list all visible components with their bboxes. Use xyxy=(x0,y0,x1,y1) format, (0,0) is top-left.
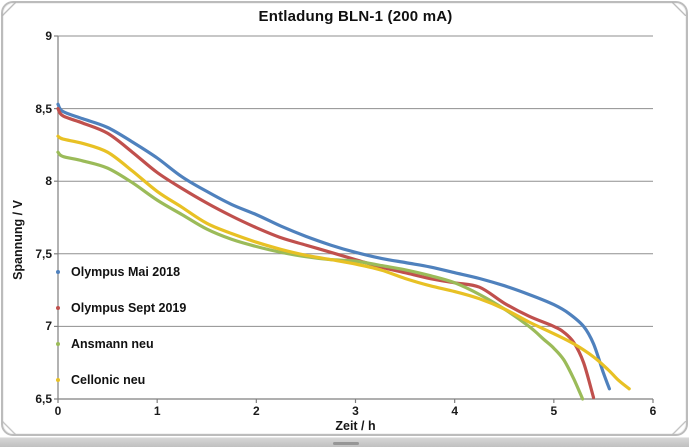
worksheet-bottom-strip xyxy=(0,437,689,447)
scrollbar-mark xyxy=(333,442,359,445)
y-tick-label: 8 xyxy=(45,174,52,189)
legend-label: Cellonic neu xyxy=(71,373,146,387)
legend-marker-icon xyxy=(56,306,60,310)
y-tick-label: 6,5 xyxy=(35,392,52,406)
legend-label: Ansmann neu xyxy=(71,337,154,351)
chart-legend: Olympus Mai 2018 Olympus Sept 2019 Ansmann… xyxy=(56,263,186,407)
chart-title: Entladung BLN-1 (200 mA) xyxy=(258,8,453,25)
x-tick-label: 0 xyxy=(54,404,62,418)
y-tick-label: 7 xyxy=(45,319,52,334)
legend-item[interactable]: Olympus Mai 2018 xyxy=(56,263,186,281)
legend-label: Olympus Sept 2019 xyxy=(71,301,187,315)
x-axis-title: Zeit / h xyxy=(335,419,376,433)
y-tick-label: 9 xyxy=(45,29,52,43)
x-tick-label: 4 xyxy=(451,404,458,418)
legend-item[interactable]: Olympus Sept 2019 xyxy=(56,299,186,317)
legend-marker-icon xyxy=(56,378,60,382)
y-axis-title: Spannung / V xyxy=(11,200,25,280)
x-tick-label: 3 xyxy=(352,404,359,418)
legend-marker-icon xyxy=(56,270,60,274)
legend-item[interactable]: Cellonic neu xyxy=(56,371,186,389)
x-tick-label: 5 xyxy=(550,404,558,418)
y-tick-label: 7,5 xyxy=(35,246,52,261)
legend-marker-icon xyxy=(56,342,60,346)
y-tick-label: 8,5 xyxy=(35,101,52,116)
x-tick-label: 2 xyxy=(252,404,260,418)
legend-label: Olympus Mai 2018 xyxy=(71,265,181,279)
x-tick-label: 6 xyxy=(649,404,657,418)
legend-item[interactable]: Ansmann neu xyxy=(56,335,186,353)
x-tick-label: 1 xyxy=(153,404,161,418)
